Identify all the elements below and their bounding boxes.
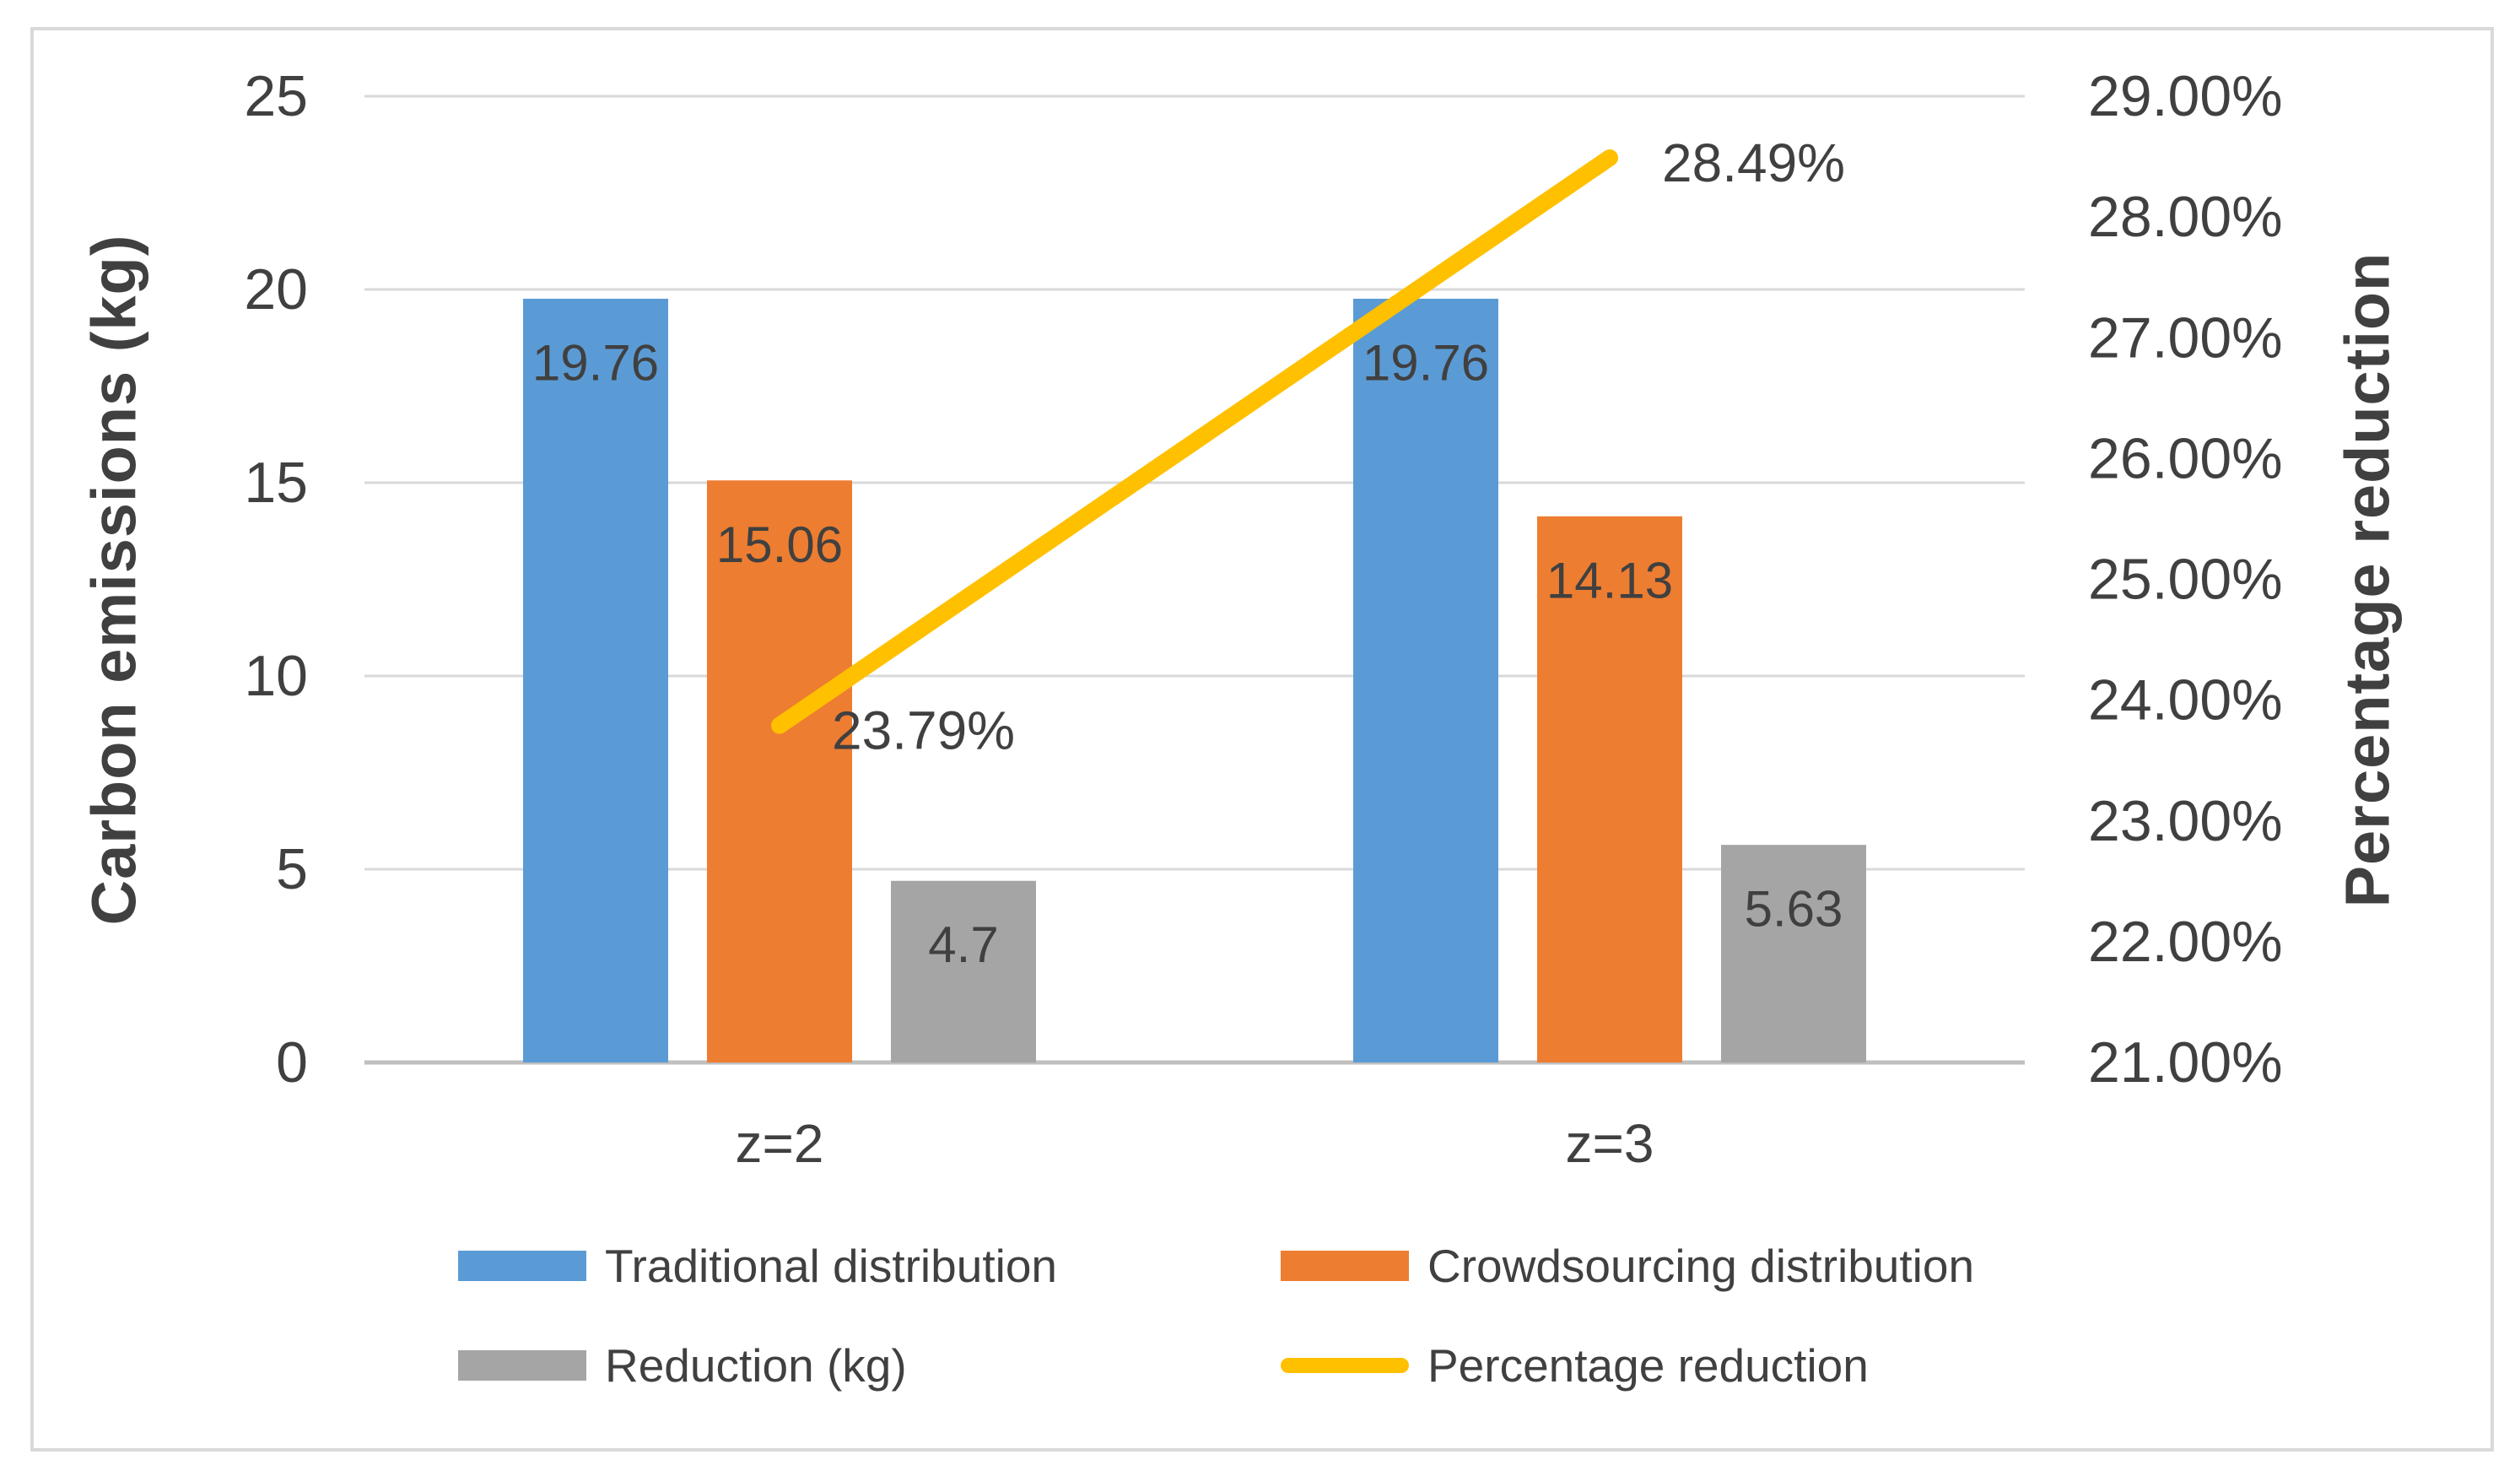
percentage-reduction-line <box>771 149 1618 734</box>
right-axis-tick-label: 22.00% <box>2088 910 2283 974</box>
bar-data-label: 14.13 <box>1546 552 1673 608</box>
left-axis-tick-label: 5 <box>276 837 308 901</box>
bar-data-label: 5.63 <box>1745 881 1843 938</box>
legend-swatch-blue-bar-icon <box>458 1251 586 1281</box>
legend-item-percentage-reduction: Percentage reduction <box>1281 1339 1869 1392</box>
bar-0-cat-1 <box>1353 298 1498 1062</box>
bar-2-cat-0 <box>891 880 1036 1062</box>
bar-2-cat-1 <box>1721 845 1866 1062</box>
line-data-label: 28.49% <box>1662 132 1845 193</box>
right-axis-tick-label: 26.00% <box>2088 426 2283 490</box>
bar-data-label: 19.76 <box>532 334 659 391</box>
legend-label: Traditional distribution <box>605 1240 1058 1292</box>
bar-0-cat-0 <box>523 298 668 1062</box>
legend-label: Percentage reduction <box>1427 1339 1869 1392</box>
legend-swatch-orange-bar-icon <box>1281 1251 1409 1281</box>
legend-swatch-yellow-line-icon <box>1281 1358 1409 1373</box>
right-axis-tick-label: 25.00% <box>2088 548 2283 612</box>
legend-item-reduction-kg: Reduction (kg) <box>458 1339 907 1392</box>
right-axis-tick-label: 27.00% <box>2088 305 2283 370</box>
right-axis-tick-label: 23.00% <box>2088 789 2283 853</box>
bar-data-label: 19.76 <box>1363 334 1489 391</box>
right-axis-tick-label: 29.00% <box>2088 64 2283 128</box>
line-data-label: 23.79% <box>832 700 1015 761</box>
legend-swatch-gray-bar-icon <box>458 1350 586 1381</box>
right-axis-tick-label: 28.00% <box>2088 185 2283 249</box>
chart-frame <box>30 27 2494 1452</box>
left-axis-tick-label: 0 <box>276 1030 308 1095</box>
x-axis-category-label: z=3 <box>1566 1113 1654 1174</box>
legend-label: Crowdsourcing distribution <box>1427 1240 1975 1292</box>
legend-label: Reduction (kg) <box>605 1339 907 1392</box>
left-axis-tick-label: 15 <box>244 451 308 515</box>
left-axis-tick-label: 25 <box>244 64 308 128</box>
right-axis-title: Percentage reduction <box>2332 251 2403 908</box>
x-axis-category-label: z=2 <box>736 1113 824 1174</box>
bar-data-label: 15.06 <box>716 516 843 573</box>
bar-1-cat-0 <box>707 480 852 1062</box>
right-axis-tick-label: 24.00% <box>2088 668 2283 733</box>
left-axis-title: Carbon emissions (kg) <box>78 234 149 926</box>
legend-item-traditional-distribution: Traditional distribution <box>458 1240 1058 1292</box>
left-axis-tick-label: 10 <box>244 644 308 708</box>
legend-item-crowdsourcing-distribution: Crowdsourcing distribution <box>1281 1240 1975 1292</box>
left-axis-tick-label: 20 <box>244 257 308 322</box>
bar-data-label: 4.7 <box>928 916 998 973</box>
bar-1-cat-1 <box>1537 516 1682 1062</box>
right-axis-tick-label: 21.00% <box>2088 1030 2283 1095</box>
